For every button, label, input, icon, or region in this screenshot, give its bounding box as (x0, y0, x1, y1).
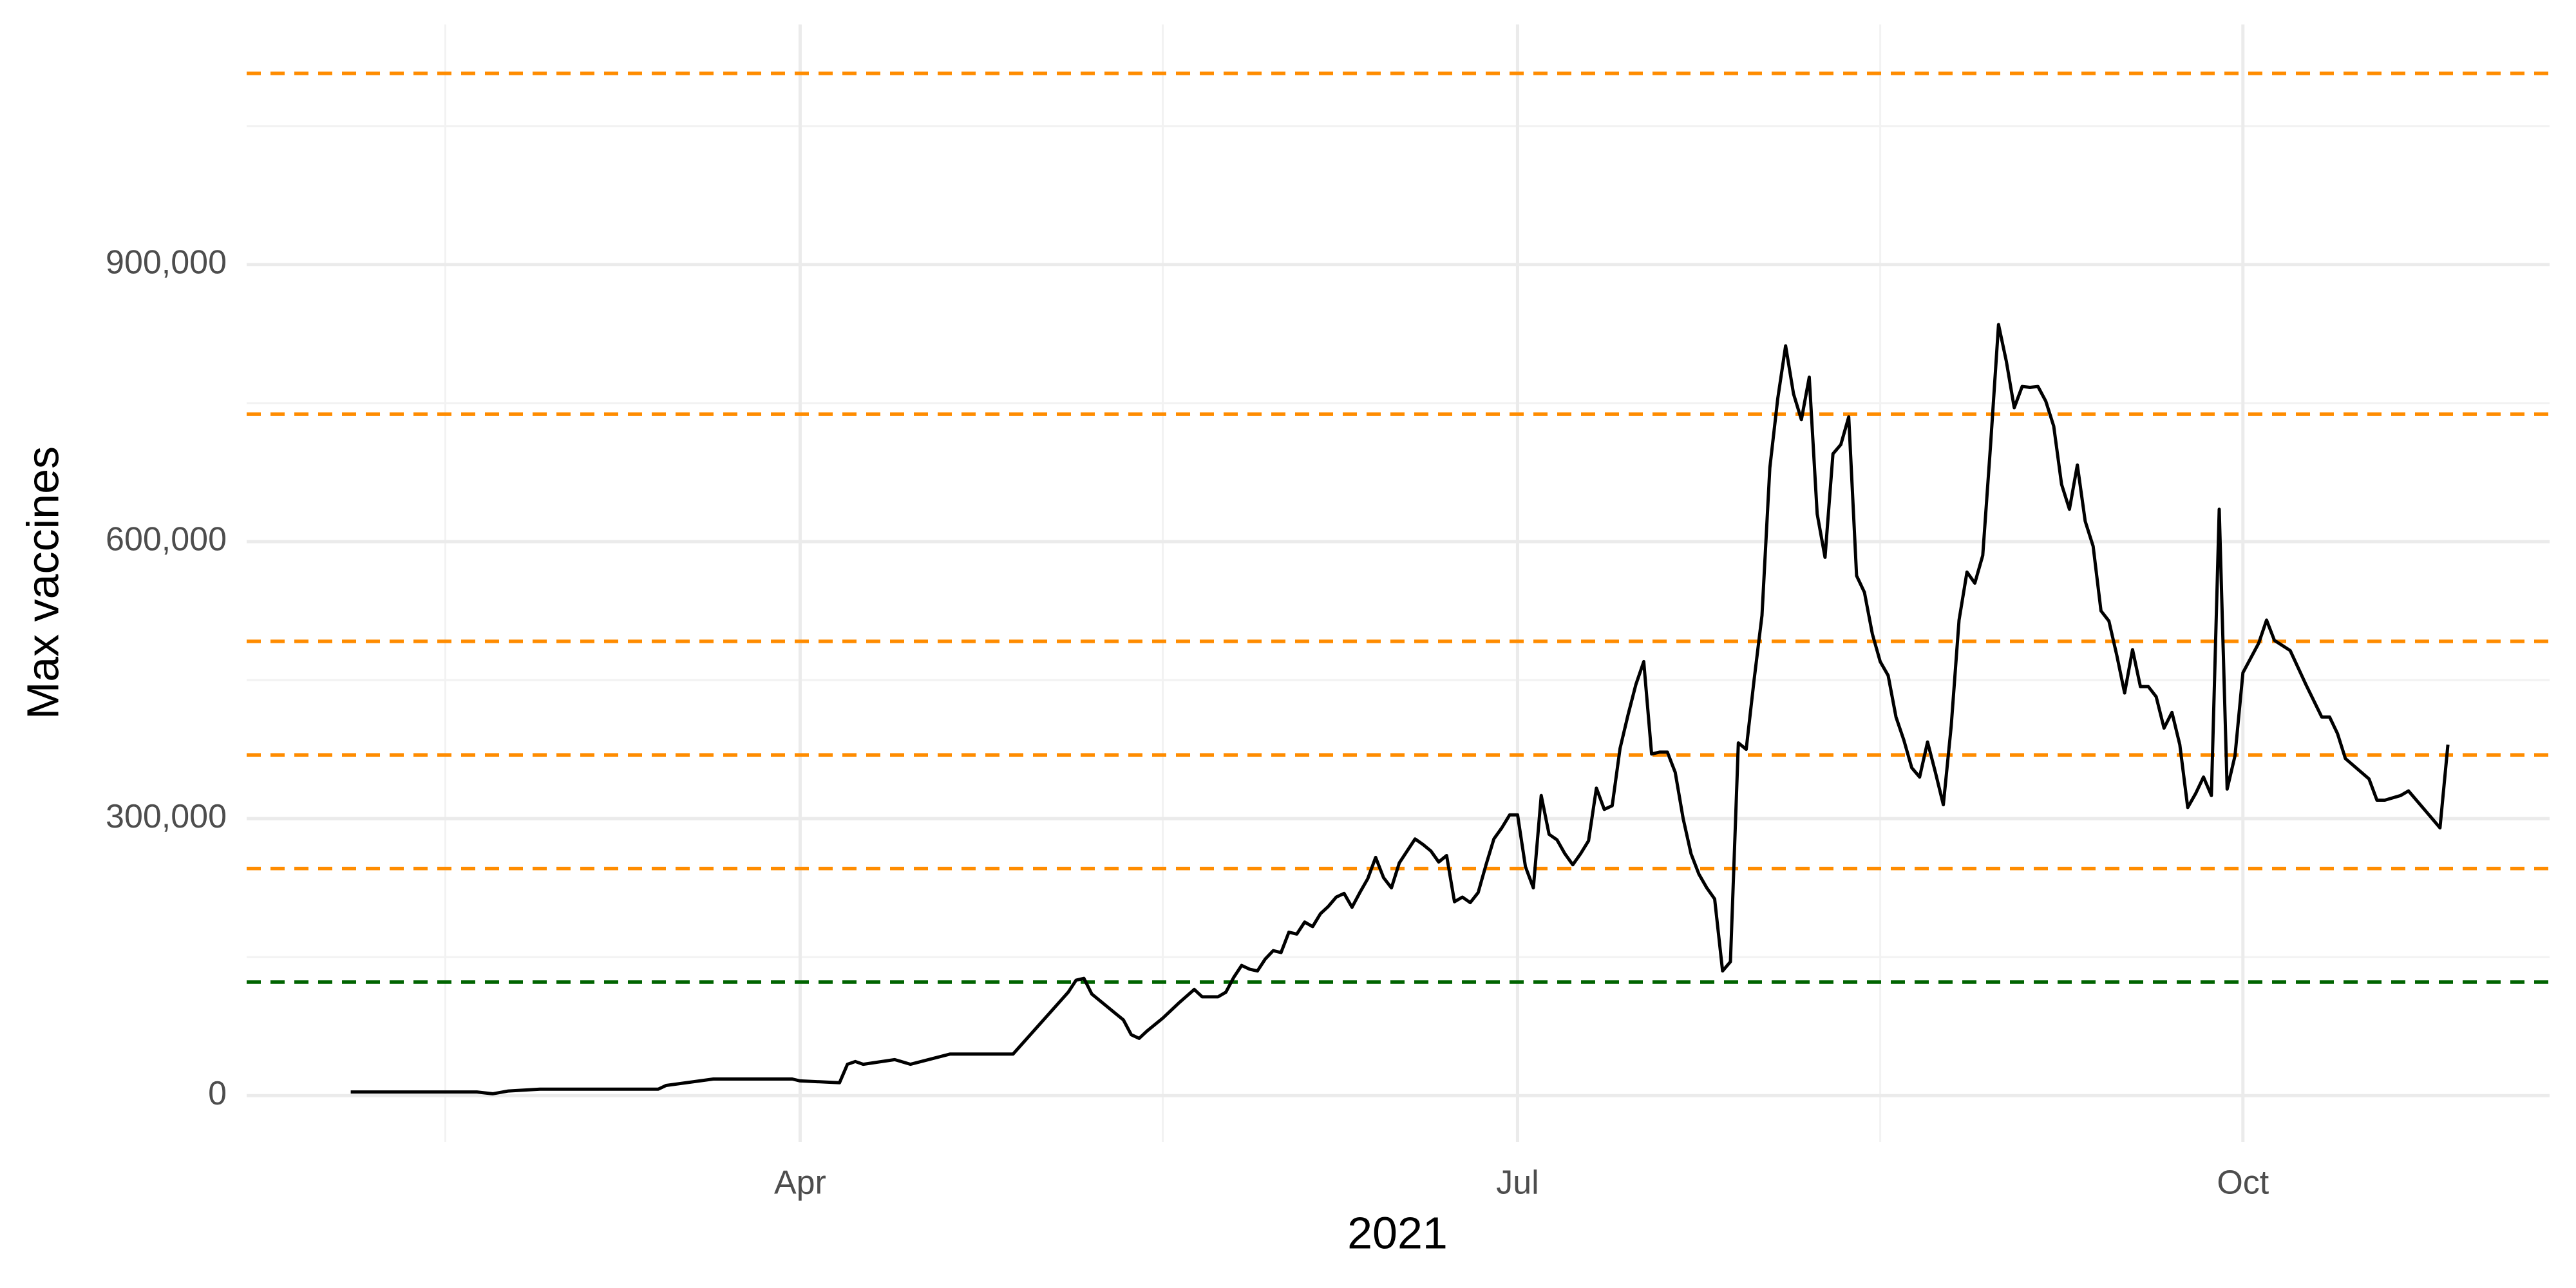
reference-lines (247, 71, 2550, 984)
tick-labels: 0 300,000 600,000 900,000 Apr Jul Oct (106, 244, 2269, 1202)
x-axis-title: 2021 (1347, 1208, 1448, 1258)
series (350, 323, 2450, 1095)
grid (247, 24, 2550, 1142)
line (350, 323, 2450, 1095)
x-tick-label: Apr (774, 1164, 826, 1202)
y-tick-label: 900,000 (106, 244, 227, 281)
y-axis-title: Max vaccines (17, 446, 68, 719)
y-tick-label: 0 (208, 1075, 227, 1112)
y-tick-label: 600,000 (106, 521, 227, 558)
x-tick-label: Jul (1496, 1164, 1539, 1202)
y-tick-label: 300,000 (106, 798, 227, 835)
x-tick-label: Oct (2217, 1164, 2269, 1202)
